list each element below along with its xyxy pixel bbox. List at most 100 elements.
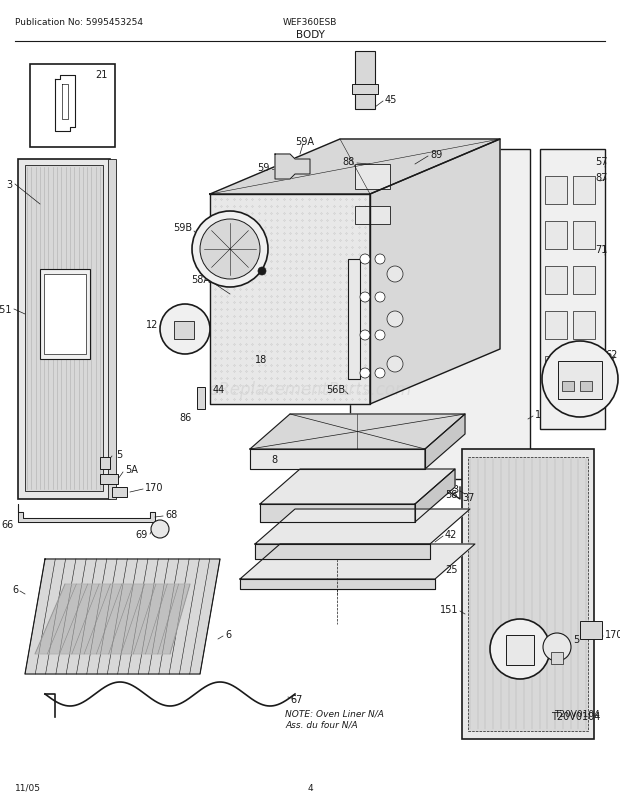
Text: 71: 71 (596, 245, 608, 255)
Circle shape (375, 330, 385, 341)
Polygon shape (260, 469, 455, 504)
Circle shape (360, 293, 370, 302)
Bar (25, 166, 103, 492)
Bar (355, 164, 390, 190)
Text: 5: 5 (116, 449, 122, 460)
Text: T20V0104: T20V0104 (551, 711, 600, 721)
Circle shape (543, 634, 571, 661)
Text: 25: 25 (445, 565, 458, 574)
Polygon shape (250, 449, 425, 469)
Circle shape (160, 305, 210, 354)
Text: 68: 68 (165, 509, 177, 520)
Text: 12: 12 (146, 320, 158, 330)
Bar (545, 357, 567, 384)
Text: 151: 151 (440, 604, 458, 614)
Polygon shape (255, 545, 430, 559)
Text: 5A: 5A (125, 464, 138, 475)
Bar (558, 362, 602, 399)
Polygon shape (425, 415, 465, 469)
Text: 67: 67 (290, 695, 303, 704)
Bar (197, 387, 205, 410)
Bar (350, 150, 530, 480)
Bar (18, 160, 110, 500)
Bar (100, 475, 118, 484)
Text: 8: 8 (272, 455, 278, 464)
Bar (352, 85, 378, 95)
Bar (40, 269, 90, 359)
Bar (545, 267, 567, 294)
Text: BODY: BODY (296, 30, 324, 40)
Text: 11/05: 11/05 (15, 783, 41, 792)
Bar (30, 65, 115, 148)
Text: 6: 6 (12, 585, 18, 594)
Bar (506, 635, 534, 665)
Bar (580, 622, 602, 639)
Circle shape (375, 369, 385, 379)
Text: Publication No: 5995453254: Publication No: 5995453254 (15, 18, 143, 27)
Circle shape (360, 255, 370, 265)
Bar (580, 382, 592, 391)
Circle shape (375, 293, 385, 302)
Polygon shape (260, 504, 415, 522)
Polygon shape (250, 415, 465, 449)
Circle shape (200, 220, 260, 280)
Bar (348, 260, 360, 379)
Bar (562, 382, 574, 391)
Polygon shape (415, 469, 455, 522)
Polygon shape (210, 195, 370, 404)
Text: 86: 86 (315, 484, 327, 494)
Text: 57: 57 (595, 157, 608, 167)
Text: 59: 59 (258, 163, 270, 172)
Circle shape (542, 342, 618, 418)
Text: 45: 45 (385, 95, 397, 105)
Text: 44: 44 (213, 384, 225, 395)
Bar (573, 357, 595, 384)
Circle shape (192, 212, 268, 288)
Text: 3: 3 (452, 484, 458, 494)
Text: 87: 87 (596, 172, 608, 183)
Text: 69: 69 (136, 529, 148, 539)
Circle shape (360, 330, 370, 341)
Text: 37: 37 (462, 492, 474, 502)
Bar (545, 312, 567, 339)
Polygon shape (370, 140, 500, 404)
Text: 6: 6 (225, 630, 231, 639)
Text: NOTE: Oven Liner N/A
Ass. du four N/A: NOTE: Oven Liner N/A Ass. du four N/A (285, 709, 384, 728)
Text: 5A: 5A (508, 620, 521, 630)
Text: 59B: 59B (173, 223, 192, 233)
Text: 62: 62 (606, 350, 618, 359)
Bar (355, 52, 375, 110)
Text: 58: 58 (445, 489, 458, 500)
Text: 21: 21 (95, 70, 108, 80)
Bar (551, 652, 563, 664)
Text: 58A: 58A (191, 274, 210, 285)
Circle shape (387, 267, 403, 282)
Text: 86: 86 (180, 412, 192, 423)
Circle shape (490, 619, 550, 679)
Bar (112, 488, 127, 497)
Circle shape (375, 255, 385, 265)
Text: 1: 1 (535, 410, 541, 419)
Bar (44, 274, 86, 354)
Bar (468, 457, 588, 731)
Text: WEF360ESB: WEF360ESB (283, 18, 337, 27)
Polygon shape (25, 559, 220, 674)
Text: 4: 4 (307, 783, 313, 792)
Text: 42: 42 (445, 529, 458, 539)
Bar (573, 312, 595, 339)
Text: 170: 170 (605, 630, 620, 639)
Bar (545, 221, 567, 249)
Bar (573, 221, 595, 249)
Polygon shape (18, 504, 155, 522)
Bar (573, 176, 595, 205)
Text: 170: 170 (145, 482, 164, 492)
Text: eReplacementParts.com: eReplacementParts.com (208, 380, 412, 399)
Bar (355, 207, 390, 225)
Bar (108, 160, 116, 500)
Polygon shape (255, 509, 470, 545)
Text: 89: 89 (430, 150, 442, 160)
Bar (540, 150, 605, 429)
Circle shape (151, 520, 169, 538)
Polygon shape (210, 140, 500, 195)
Bar (545, 176, 567, 205)
